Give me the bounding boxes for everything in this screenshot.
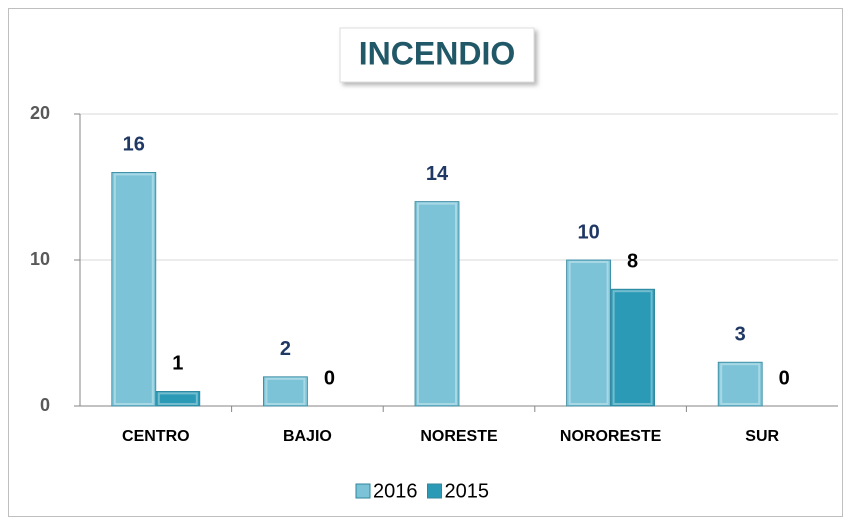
data-label: 16: [123, 134, 145, 156]
y-tick-label: 10: [30, 249, 50, 269]
bar-highlight: [417, 202, 457, 405]
legend-swatch: [427, 483, 442, 499]
y-tick-label: 0: [40, 395, 50, 415]
bar: [155, 390, 201, 407]
bar: [610, 288, 655, 407]
legend-label: 2016: [373, 480, 418, 502]
legend-swatch: [355, 483, 371, 499]
bar: [111, 171, 157, 407]
data-label: 0: [324, 367, 335, 389]
bar: [414, 201, 460, 407]
y-tick-label: 20: [30, 103, 50, 123]
chart-title: INCENDIO: [359, 35, 515, 71]
bar-highlight: [612, 290, 653, 406]
data-label: 2: [280, 338, 291, 360]
data-label: 3: [735, 323, 746, 345]
bar: [717, 361, 763, 407]
title-box: [339, 27, 535, 83]
x-tick-label: BAJIO: [283, 428, 332, 445]
data-label: 14: [426, 163, 449, 185]
bar-highlight: [157, 392, 198, 405]
x-tick-label: SUR: [745, 428, 779, 445]
legend-label: 2015: [445, 480, 490, 502]
data-label: 8: [627, 250, 638, 272]
x-tick-label: NORESTE: [420, 428, 498, 445]
bar-highlight: [720, 363, 761, 406]
bar-highlight: [265, 377, 306, 405]
x-tick-label: NORORESTE: [560, 428, 662, 445]
bar-highlight: [568, 261, 609, 405]
x-tick-label: CENTRO: [122, 428, 190, 445]
bar: [566, 259, 611, 407]
data-label: 1: [172, 353, 183, 375]
data-label: 0: [779, 367, 790, 389]
data-label: 10: [577, 221, 599, 243]
bar-highlight: [113, 173, 154, 405]
bar: [262, 376, 308, 407]
